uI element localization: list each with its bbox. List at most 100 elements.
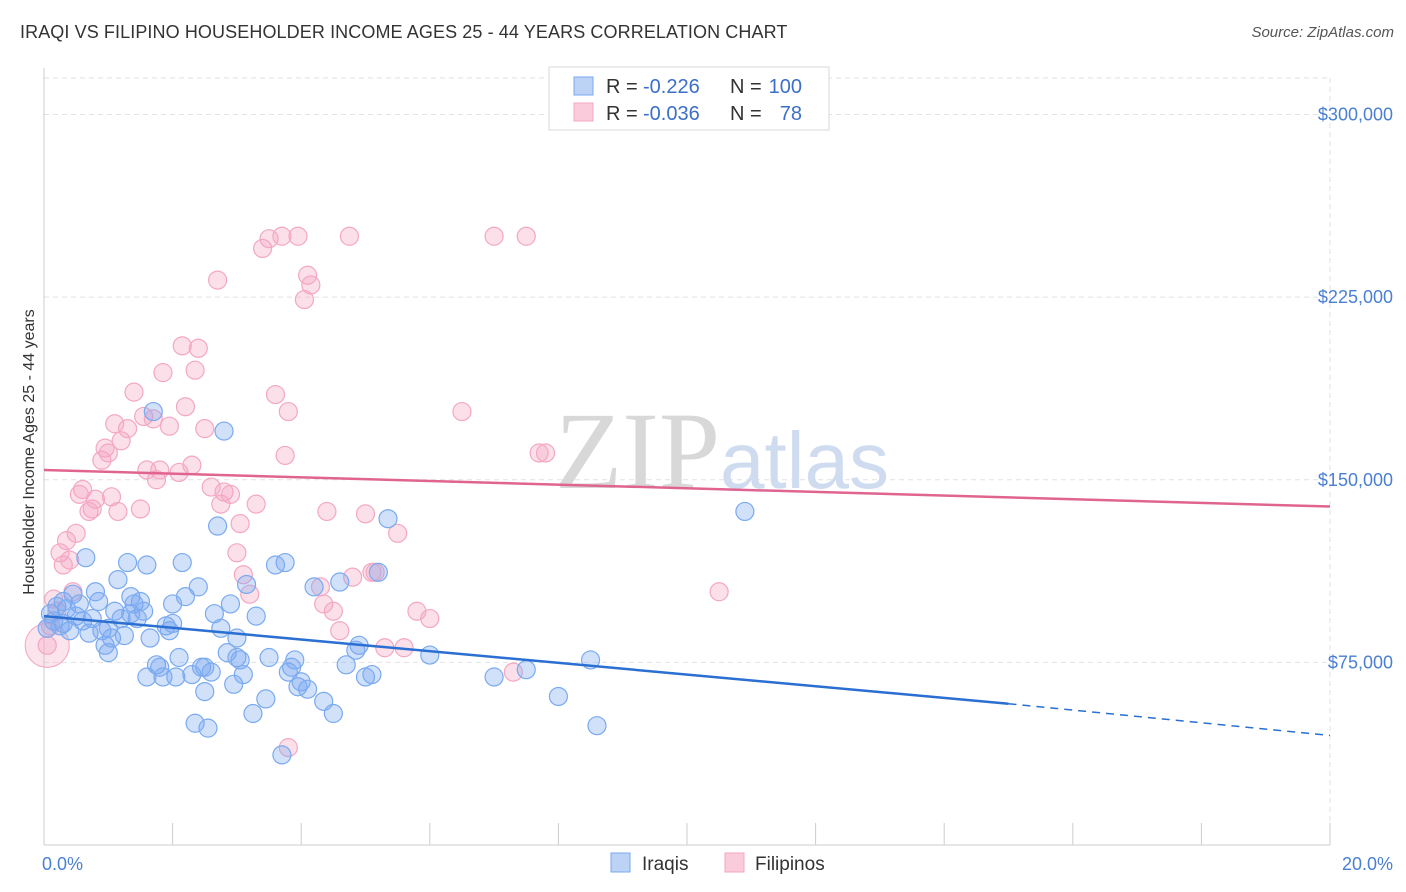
filipinos-point	[72, 479, 93, 500]
iraqis-point	[516, 660, 536, 680]
filipinos-point	[159, 416, 179, 436]
filipinos-point	[709, 582, 729, 602]
iraqis-point	[98, 643, 118, 663]
filipinos-point	[124, 382, 144, 402]
iraqis-point	[63, 584, 83, 604]
x-axis-ticks: 0.0% 20.0%	[42, 854, 1393, 874]
iraqis-point	[378, 509, 398, 529]
filipinos-point	[355, 504, 376, 524]
iraqis-point	[98, 618, 118, 638]
filipinos-point	[484, 226, 504, 246]
filipinos-point	[253, 238, 273, 259]
iraqis-point	[37, 618, 57, 638]
filipinos-point	[188, 338, 208, 358]
iraqis-point	[735, 501, 755, 522]
filipinos-point	[185, 360, 205, 380]
iraqis-point	[227, 647, 247, 668]
filipinos-point	[111, 431, 131, 451]
filipinos-point	[50, 543, 70, 563]
iraqis-point	[224, 674, 244, 694]
filipinos-point	[117, 419, 138, 439]
iraqis-point	[195, 681, 215, 702]
iraqis-point	[185, 713, 205, 733]
y-tick-label: $75,000	[1328, 652, 1393, 672]
filipinos-point	[143, 409, 163, 429]
legend-n-label-iraqis: N =	[730, 76, 762, 98]
legend-r-label-filipinos: R =	[606, 103, 638, 125]
iraqis-point	[256, 689, 276, 709]
iraqis-point	[117, 552, 138, 573]
y-axis-ticks: $75,000 $150,000 $225,000 $300,000	[1318, 105, 1393, 673]
iraqis-trend-extension	[1008, 703, 1331, 737]
filipinos-point	[98, 443, 118, 463]
legend-n-value-iraqis: 100	[769, 76, 802, 98]
legend-r-value-filipinos: -0.036	[643, 103, 700, 125]
y-axis-label: Householder Income Ages 25 - 44 years	[21, 309, 38, 595]
filipinos-point	[339, 226, 360, 246]
iraqis-point	[368, 562, 388, 582]
iraqis-point	[114, 625, 134, 646]
iraqis-point	[175, 587, 196, 607]
filipinos-point	[529, 443, 549, 463]
iraqis-point	[137, 555, 157, 575]
iraqis-point	[236, 574, 257, 595]
stats-legend: R = -0.226 N = 100 R = -0.036 N = 78	[548, 66, 830, 131]
filipinos-point	[130, 499, 151, 519]
bottom-legend-swatch-iraqis	[610, 852, 631, 873]
iraqis-point	[140, 628, 160, 648]
y-tick-label: $225,000	[1318, 287, 1393, 307]
filipinos-point	[535, 443, 556, 463]
x-tick-label-end: 20.0%	[1342, 854, 1393, 874]
legend-n-label-filipinos: N =	[730, 103, 762, 125]
filipinos-point	[85, 489, 106, 509]
filipinos-point	[516, 226, 536, 246]
filipinos-point	[314, 594, 334, 614]
iraqis-point	[304, 577, 324, 597]
trend-lines	[43, 468, 1331, 737]
filipinos-point	[246, 494, 266, 514]
filipinos-trend-line	[43, 468, 1331, 508]
iraqis-point	[137, 667, 157, 687]
iraqis-point	[108, 569, 128, 590]
iraqis-point	[143, 401, 163, 422]
iraqis-point	[69, 594, 89, 614]
iraqis-point	[188, 577, 208, 597]
watermark-zip: ZIP	[555, 390, 720, 512]
legend-swatch-filipinos	[573, 102, 594, 122]
filipinos-point	[420, 608, 440, 629]
iraqis-point	[163, 613, 183, 634]
filipinos-point	[230, 513, 250, 534]
filipinos-point	[195, 419, 215, 439]
iraqis-point	[230, 650, 250, 670]
source-label: Source: ZipAtlas.com	[1251, 24, 1394, 41]
iraqis-point	[291, 672, 311, 692]
iraqis-point	[587, 716, 607, 736]
filipinos-point	[343, 567, 363, 587]
legend-r-value-iraqis: -0.226	[643, 76, 700, 98]
y-tick-label: $300,000	[1318, 105, 1393, 125]
filipinos-point	[66, 523, 86, 543]
filipinos-point	[208, 270, 228, 290]
iraqis-point	[233, 664, 253, 685]
bottom-legend-label-iraqis: Iraqis	[642, 854, 688, 875]
filipinos-point	[301, 275, 321, 295]
iraqis-point	[105, 601, 125, 621]
legend-r-label-iraqis: R =	[606, 76, 638, 98]
series-legend: Iraqis Filipinos	[610, 852, 825, 875]
iraqis-point	[246, 606, 266, 626]
bottom-legend-label-filipinos: Filipinos	[755, 854, 825, 875]
filipinos-point	[227, 543, 247, 563]
iraqis-point	[211, 618, 231, 638]
filipinos-point	[201, 477, 221, 497]
iraqis-point	[214, 421, 234, 441]
iraqis-point	[166, 667, 186, 687]
filipinos-point	[317, 501, 337, 522]
filipinos-point	[172, 336, 192, 356]
filipinos-point	[211, 494, 231, 514]
filipinos-point	[153, 363, 173, 383]
filipinos-point	[79, 501, 99, 522]
iraqis-point	[336, 655, 356, 675]
filipinos-point	[37, 635, 57, 655]
iraqis-point	[89, 591, 109, 612]
iraqis-point	[227, 628, 247, 648]
